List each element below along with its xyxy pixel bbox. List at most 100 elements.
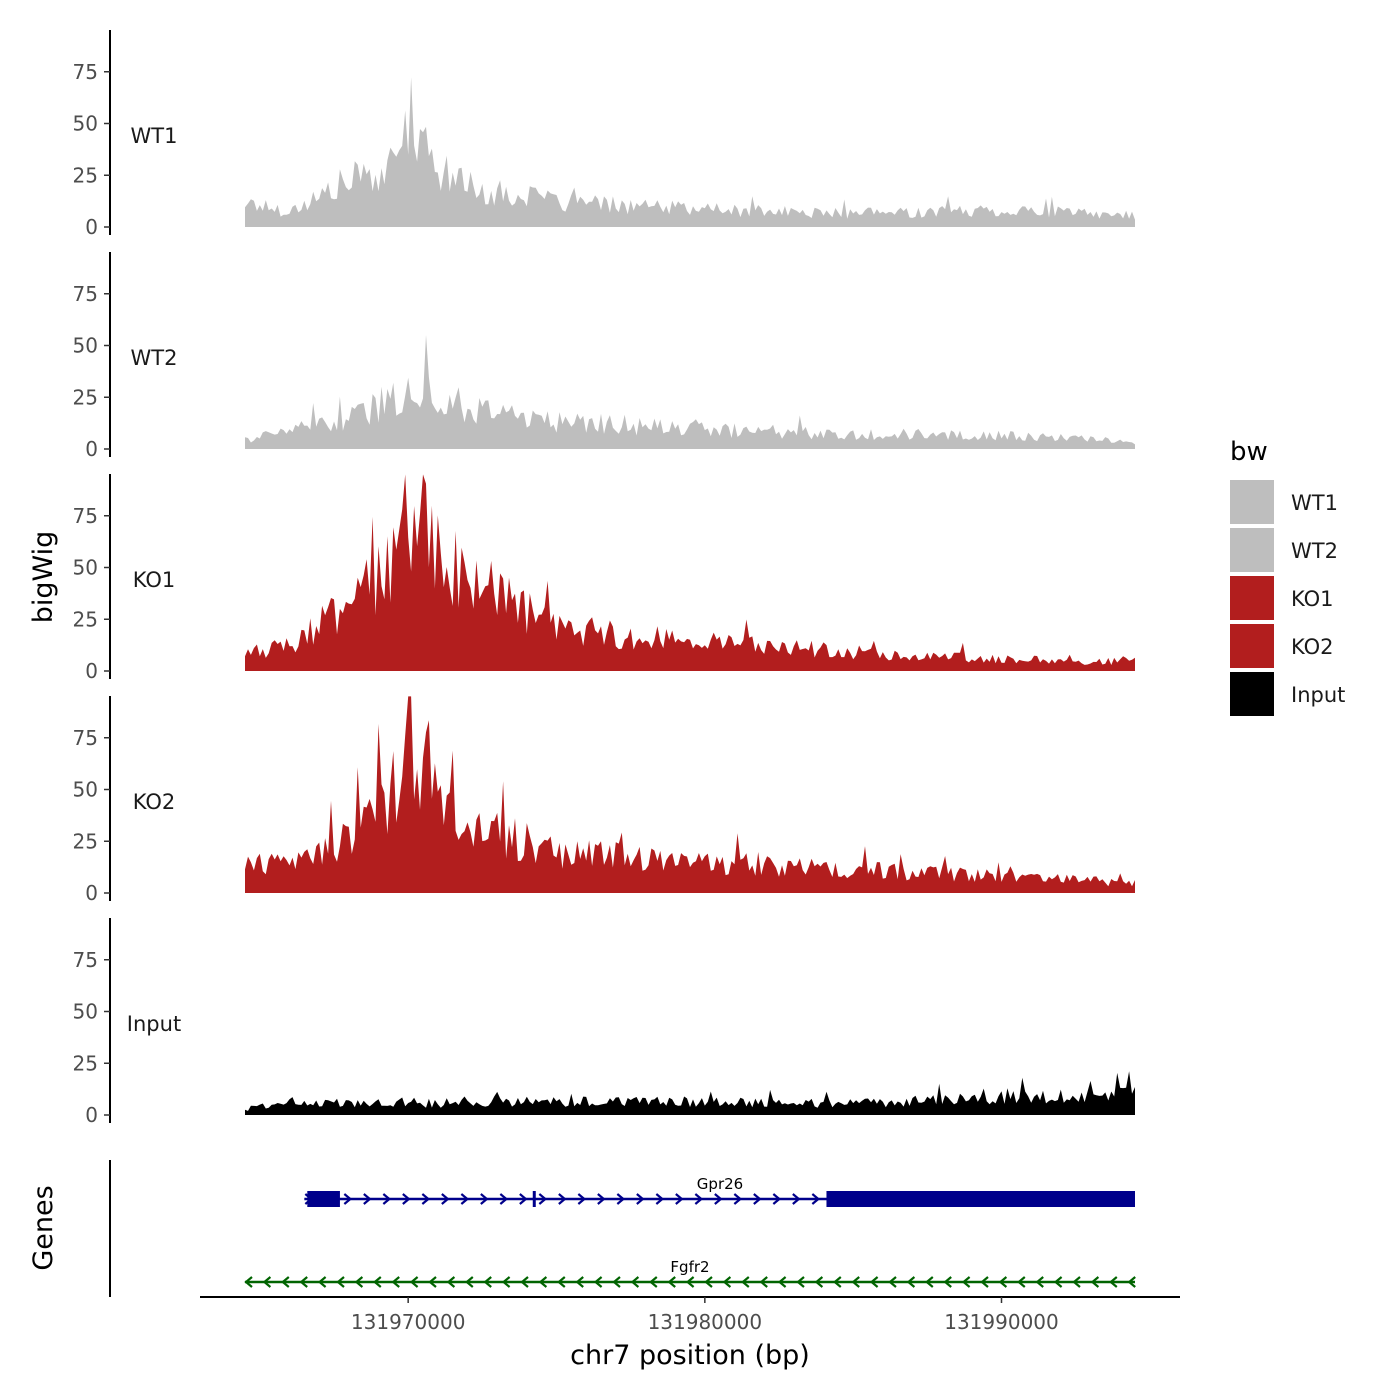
strand-arrow [373, 1276, 382, 1288]
x-tick-label: 131990000 [944, 1310, 1059, 1334]
y-tick-label: 25 [73, 385, 98, 409]
y-tick-label: 25 [73, 163, 98, 187]
strand-arrow [428, 1276, 437, 1288]
strand-arrow [722, 1276, 732, 1288]
strand-arrow [759, 1276, 768, 1288]
legend-title: bw [1230, 437, 1268, 467]
strand-arrow [557, 1276, 566, 1288]
strand-arrow [906, 1276, 916, 1288]
legend-label: KO2 [1291, 635, 1334, 659]
track-label: KO2 [133, 790, 176, 814]
strand-arrow [520, 1276, 529, 1288]
coverage-area-wt1 [245, 77, 1135, 227]
strand-arrow [575, 1276, 584, 1288]
exon [307, 1191, 340, 1207]
strand-arrow [777, 1276, 787, 1288]
track-panels: 0 25 50 75 WT1 0 25 50 75 WT2 0 25 50 75 KO1 0 25 50 75 KO2… [73, 30, 1135, 1127]
track-ko1: 0 25 50 75 KO1 [73, 474, 1135, 683]
gene-fgfr2: Fgfr2 [244, 1258, 1136, 1288]
y-tick-label: 50 [73, 778, 98, 802]
strand-arrow [814, 1276, 824, 1288]
strand-arrow [851, 1276, 860, 1288]
strand-arrow [704, 1276, 713, 1288]
gene-track: Gpr26 Fgfr2 [109, 1160, 1136, 1297]
strand-arrow [1090, 1276, 1100, 1288]
strand-arrow [980, 1276, 989, 1288]
coverage-area-ko1 [245, 474, 1135, 671]
strand-arrow [714, 1193, 723, 1205]
strand-arrow [446, 1276, 456, 1288]
y-tick-label: 50 [73, 112, 98, 136]
y-tick-label: 75 [73, 726, 98, 750]
strand-arrow [354, 1276, 364, 1288]
legend-swatch [1230, 672, 1274, 716]
strand-arrow [363, 1193, 372, 1205]
coverage-area-wt2 [245, 335, 1135, 449]
strand-arrow [1109, 1276, 1118, 1288]
legend-label: KO1 [1291, 587, 1334, 611]
strand-arrow [483, 1276, 492, 1288]
strand-arrow [465, 1276, 474, 1288]
strand-arrow [811, 1193, 821, 1205]
track-ko2: 0 25 50 75 KO2 [73, 696, 1135, 905]
strand-arrow [441, 1193, 450, 1205]
strand-arrow [501, 1276, 511, 1288]
strand-arrow [961, 1276, 971, 1288]
x-tick-label: 131970000 [351, 1310, 466, 1334]
legend-swatch [1230, 624, 1274, 668]
strand-arrow [244, 1276, 253, 1288]
strand-arrow [421, 1193, 431, 1205]
track-input: 0 25 50 75 Input [73, 918, 1135, 1127]
track-label: Input [127, 1012, 181, 1036]
strand-arrow [753, 1193, 762, 1205]
genes-axis-title: Genes [28, 1185, 59, 1270]
strand-arrow [460, 1193, 470, 1205]
coverage-area-input [245, 1071, 1135, 1115]
strand-arrow [694, 1193, 704, 1205]
y-tick-label: 50 [73, 1000, 98, 1024]
strand-arrow [558, 1193, 567, 1205]
strand-arrow [612, 1276, 621, 1288]
strand-arrow [649, 1276, 658, 1288]
y-tick-label: 50 [73, 334, 98, 358]
strand-arrow [1127, 1276, 1136, 1288]
strand-arrow [402, 1193, 411, 1205]
strand-arrow [480, 1193, 489, 1205]
strand-arrow [262, 1276, 272, 1288]
strand-arrow [636, 1193, 645, 1205]
strand-arrow [336, 1276, 345, 1288]
x-axis: 131970000 131980000 131990000 [200, 1296, 1180, 1334]
legend-label: WT1 [1291, 491, 1338, 515]
x-axis-title: chr7 position (bp) [570, 1340, 810, 1371]
y-tick-label: 25 [73, 1051, 98, 1075]
gene-label: Gpr26 [697, 1175, 743, 1193]
strand-arrow [833, 1276, 842, 1288]
strand-arrow [538, 1193, 548, 1205]
strand-arrow [667, 1276, 676, 1288]
legend: WT1 WT2 KO1 KO2 Input [1230, 480, 1345, 716]
strand-arrow [1053, 1276, 1063, 1288]
y-tick-label: 0 [85, 215, 98, 239]
y-tick-label: 50 [73, 556, 98, 580]
strand-arrow [655, 1193, 665, 1205]
strand-arrow [630, 1276, 640, 1288]
y-tick-label: 75 [73, 504, 98, 528]
strand-arrow [593, 1276, 603, 1288]
y-axis-title: bigWig [28, 531, 59, 624]
strand-arrow [1035, 1276, 1044, 1288]
legend-label: Input [1291, 683, 1345, 707]
strand-arrow [538, 1276, 548, 1288]
track-label: KO1 [133, 568, 176, 592]
y-tick-label: 0 [85, 881, 98, 905]
y-tick-label: 25 [73, 607, 98, 631]
strand-arrow [869, 1276, 879, 1288]
strand-arrow [391, 1276, 400, 1288]
legend-label: WT2 [1291, 539, 1338, 563]
legend-item-ko1: KO1 [1230, 576, 1334, 620]
y-tick-label: 0 [85, 1103, 98, 1127]
legend-swatch [1230, 528, 1274, 572]
legend-item-wt1: WT1 [1230, 480, 1338, 524]
track-label: WT2 [131, 346, 178, 370]
gene-gpr26: Gpr26 [304, 1175, 1135, 1207]
